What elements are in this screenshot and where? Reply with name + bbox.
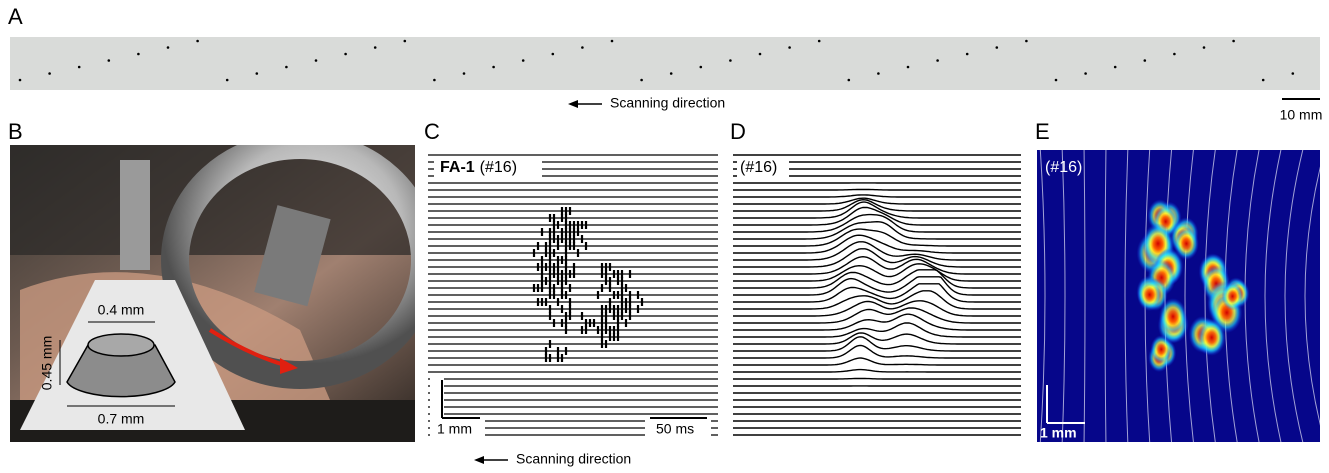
scale-label: 1 mm [1040, 425, 1077, 441]
panel-label: A [8, 4, 23, 29]
dot [315, 59, 318, 62]
heatmap-bg [1037, 150, 1320, 442]
dot [48, 72, 51, 75]
dot [1025, 40, 1028, 43]
dot [255, 72, 258, 75]
dot [492, 66, 495, 69]
dot [700, 66, 703, 69]
ridge [1325, 145, 1329, 447]
dot [581, 46, 584, 49]
heatmap [996, 145, 1329, 447]
dot [1173, 53, 1176, 56]
unit-id: (#16) [740, 159, 777, 176]
photo [10, 145, 425, 442]
dot [404, 40, 407, 43]
figure: A Scanning direction 10 mm B 0.4 mm 0.45… [0, 0, 1329, 473]
unit-name: FA-1 [440, 159, 475, 176]
dot [1232, 40, 1235, 43]
dot [996, 46, 999, 49]
dot [788, 46, 791, 49]
dot [167, 46, 170, 49]
dot [19, 79, 22, 82]
dot [552, 53, 555, 56]
dot [818, 40, 821, 43]
dot [966, 53, 969, 56]
dot [1262, 79, 1265, 82]
dot [196, 40, 199, 43]
dot [611, 40, 614, 43]
dot [670, 72, 673, 75]
dot [877, 72, 880, 75]
dot [522, 59, 525, 62]
heat-blob [1174, 227, 1199, 260]
trace [733, 370, 1021, 372]
dot [640, 79, 643, 82]
trace [733, 190, 1021, 191]
dot [759, 53, 762, 56]
scale-label: 10 mm [1280, 107, 1323, 123]
arrow-head [474, 456, 484, 464]
dot [1292, 72, 1295, 75]
dot [1203, 46, 1206, 49]
dim-label: 0.4 mm [98, 302, 145, 318]
dim-label: 0.7 mm [98, 411, 145, 427]
dot [1114, 66, 1117, 69]
heat-blob [1137, 278, 1162, 311]
dot [226, 79, 229, 82]
dot [1084, 72, 1087, 75]
dim-label: 0.45 mm [39, 336, 55, 390]
unit-id: (#16) [1045, 159, 1082, 176]
clamp [120, 160, 150, 270]
dot [848, 79, 851, 82]
dot [463, 72, 466, 75]
dot [1055, 79, 1058, 82]
dot [433, 79, 436, 82]
dot [344, 53, 347, 56]
dot [108, 59, 111, 62]
dot [1144, 59, 1147, 62]
panel-label: C [424, 119, 440, 144]
heat-blob [1222, 282, 1244, 311]
dot [285, 66, 288, 69]
scale-label: 50 ms [656, 421, 694, 437]
dot [137, 53, 140, 56]
heat-blob [1150, 335, 1172, 364]
stimulus-strip [10, 37, 1320, 90]
unit-id: (#16) [480, 159, 517, 176]
cone-top [88, 334, 154, 356]
panel-label: D [730, 119, 746, 144]
direction-label: Scanning direction [610, 95, 725, 111]
direction-label: Scanning direction [516, 451, 631, 467]
dot [374, 46, 377, 49]
raster [428, 155, 718, 435]
scale-label: 1 mm [437, 421, 472, 437]
heat-blob [1159, 298, 1187, 335]
panel-label: B [8, 119, 23, 144]
dot [936, 59, 939, 62]
dot [78, 66, 81, 69]
trace [733, 379, 1021, 380]
ridge-traces [733, 155, 1022, 438]
panel-label: E [1035, 119, 1050, 144]
dot [729, 59, 732, 62]
dot [907, 66, 910, 69]
arrow-head [568, 100, 578, 108]
heat-blob [1198, 319, 1226, 356]
